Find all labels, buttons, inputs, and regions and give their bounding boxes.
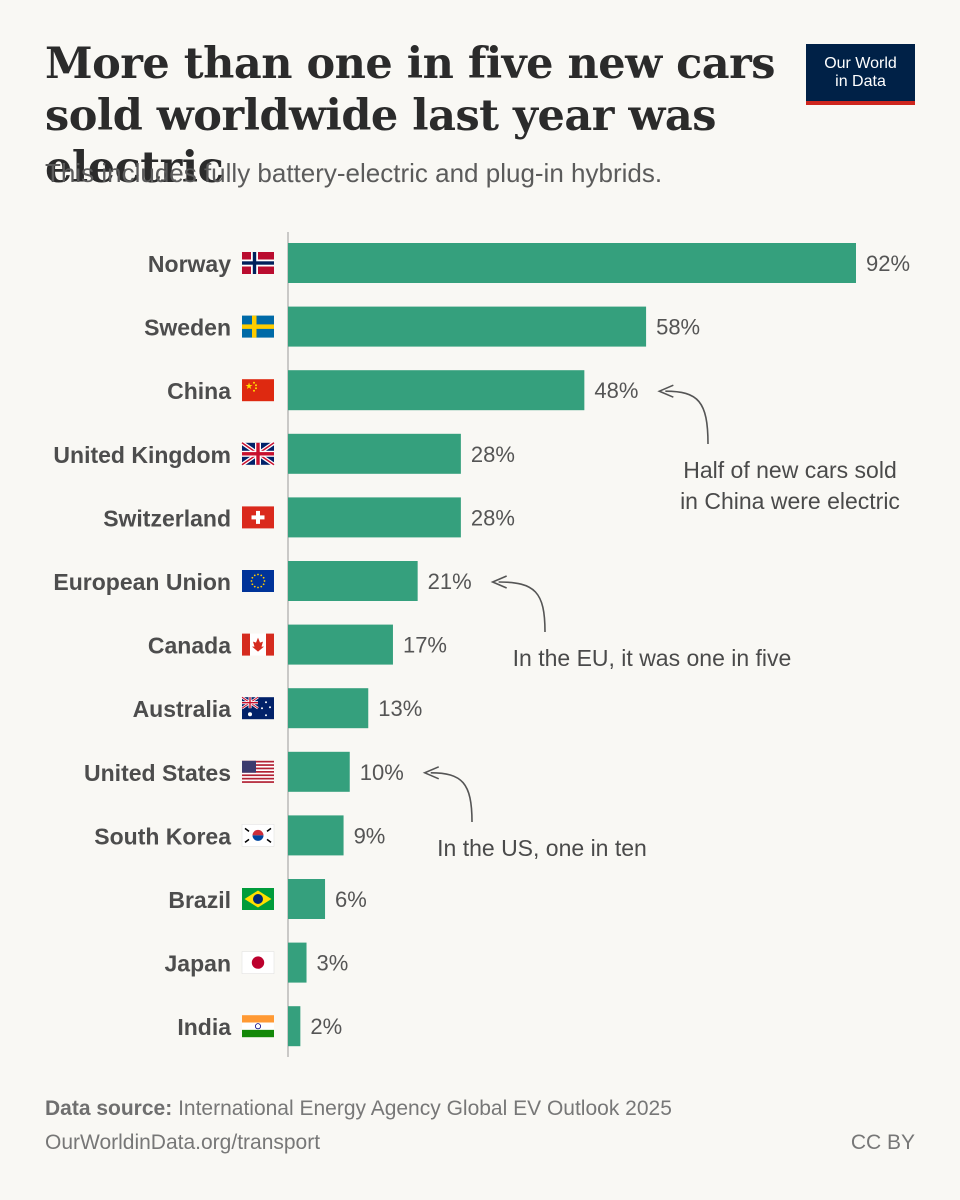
category-label-switzerland: Switzerland xyxy=(103,505,231,531)
eu-flag-icon xyxy=(242,570,274,592)
value-label-australia: 13% xyxy=(378,696,422,721)
bar-canada xyxy=(288,624,393,665)
brazil-flag-icon xyxy=(242,888,274,910)
logo-line-2: in Data xyxy=(835,72,886,90)
category-label-japan: Japan xyxy=(165,951,231,977)
chart-subtitle: This includes fully battery-electric and… xyxy=(45,158,663,188)
bar-china xyxy=(288,370,585,411)
value-label-south-korea: 9% xyxy=(354,823,386,848)
category-label-australia: Australia xyxy=(133,696,232,722)
bar-brazil xyxy=(288,879,326,919)
owid-logo[interactable]: Our World in Data xyxy=(806,44,915,105)
bar-united-states xyxy=(288,751,350,792)
norway-flag-icon xyxy=(242,252,274,274)
bar-japan xyxy=(288,942,307,983)
value-label-india: 2% xyxy=(310,1014,342,1039)
category-label-china: China xyxy=(167,378,231,404)
category-label-south-korea: South Korea xyxy=(94,823,231,849)
category-label-european-union: European Union xyxy=(53,569,231,595)
annotation-text-european-union-1: In the EU, it was one in five xyxy=(513,645,792,671)
logo-line-1: Our World xyxy=(824,54,897,72)
value-label-united-states: 10% xyxy=(360,760,404,785)
bar-south-korea xyxy=(288,815,344,856)
annotation-arrow-european-union xyxy=(498,581,546,633)
source-link[interactable]: OurWorldinData.org/transport xyxy=(45,1131,321,1154)
chart-title: More than one in five new cars sold worl… xyxy=(45,39,775,193)
category-label-india: India xyxy=(177,1014,231,1040)
annotation-arrowhead-united-states xyxy=(422,766,440,780)
value-label-switzerland: 28% xyxy=(471,505,515,530)
value-label-canada: 17% xyxy=(403,633,447,658)
sweden-flag-icon xyxy=(242,315,274,338)
south-korea-flag-icon xyxy=(241,824,275,847)
category-label-sweden: Sweden xyxy=(144,315,231,341)
bar-australia xyxy=(288,688,369,729)
value-label-japan: 3% xyxy=(317,951,349,976)
annotation-arrowhead-china xyxy=(657,384,674,398)
annotation-arrowhead-european-union xyxy=(490,575,507,589)
category-label-canada: Canada xyxy=(148,633,231,659)
annotation-arrow-united-states xyxy=(430,772,473,823)
value-label-brazil: 6% xyxy=(335,887,367,912)
bar-sweden xyxy=(288,306,647,347)
annotation-text-china-1: Half of new cars sold xyxy=(683,457,896,483)
category-label-brazil: Brazil xyxy=(168,887,231,913)
bar-switzerland xyxy=(288,497,461,538)
svg-text:★: ★ xyxy=(245,381,253,391)
category-label-united-states: United States xyxy=(84,760,231,786)
canada-flag-icon xyxy=(242,633,274,656)
category-label-united-kingdom: United Kingdom xyxy=(53,442,231,468)
value-label-norway: 92% xyxy=(866,251,910,276)
value-label-united-kingdom: 28% xyxy=(471,442,515,467)
value-label-european-union: 21% xyxy=(428,569,472,594)
annotation-arrow-china xyxy=(665,390,709,445)
bar-european-union xyxy=(288,561,418,601)
bar-chart: 92% Norway 58% Sweden 48% China ★ 28% United Kin… xyxy=(53,232,910,1057)
usa-flag-icon xyxy=(242,760,274,783)
data-source-label: Data source: xyxy=(45,1097,173,1120)
value-label-sweden: 58% xyxy=(656,315,700,340)
switzerland-flag-icon xyxy=(242,506,274,529)
bar-india xyxy=(288,1006,301,1047)
data-source: Data source: International Energy Agency… xyxy=(45,1097,672,1121)
china-flag-icon: ★ xyxy=(242,379,274,402)
category-label-norway: Norway xyxy=(148,251,231,277)
bar-united-kingdom xyxy=(288,433,461,474)
license-label: CC BY xyxy=(850,1131,915,1154)
bar-norway xyxy=(288,243,856,283)
data-source-text: International Energy Agency Global EV Ou… xyxy=(178,1097,672,1120)
annotation-text-united-states-1: In the US, one in ten xyxy=(437,835,647,861)
annotation-text-china-2: in China were electric xyxy=(680,488,900,514)
japan-flag-icon xyxy=(241,951,275,974)
australia-flag-icon xyxy=(241,696,274,720)
value-label-china: 48% xyxy=(594,378,638,403)
uk-flag-icon xyxy=(240,441,276,467)
india-flag-icon xyxy=(242,1015,274,1038)
